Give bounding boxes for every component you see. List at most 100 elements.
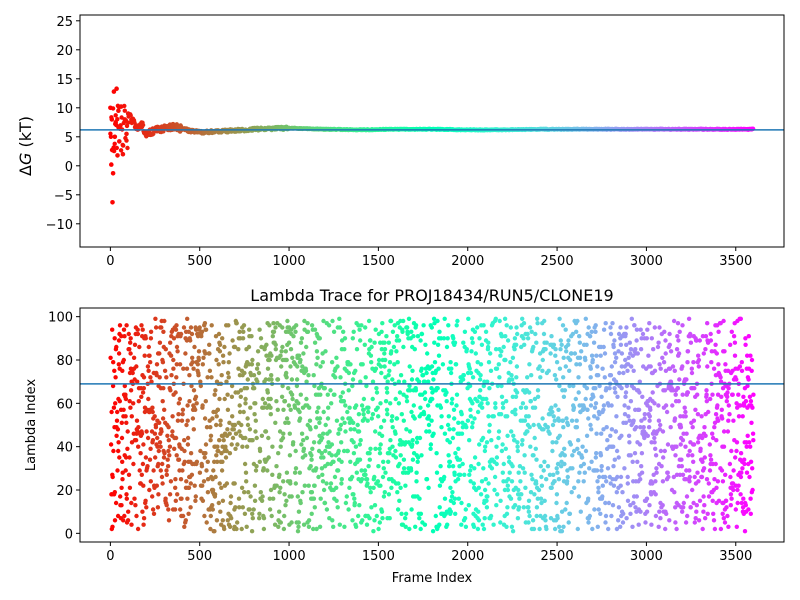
lambda-point	[221, 360, 226, 365]
lambda-point	[574, 418, 579, 423]
lambda-point	[597, 412, 602, 417]
lambda-point	[284, 470, 290, 475]
lambda-point	[366, 409, 371, 415]
lambda-point	[226, 375, 231, 380]
lambda-point	[314, 466, 319, 471]
lambda-point	[217, 349, 223, 354]
lambda-point	[124, 420, 129, 425]
lambda-point	[721, 516, 726, 521]
lambda-point	[225, 370, 231, 376]
lambda-point	[380, 516, 385, 521]
lambda-point	[269, 373, 274, 378]
lambda-point	[502, 316, 508, 321]
lambda-point	[248, 494, 253, 499]
lambda-point	[735, 487, 740, 493]
lambda-point	[254, 435, 259, 441]
lambda-point	[238, 388, 244, 393]
lambda-point	[116, 440, 121, 445]
lambda-point	[625, 474, 630, 480]
lambda-point	[314, 349, 320, 354]
delta-g-point	[113, 120, 118, 125]
lambda-point	[429, 418, 434, 423]
lambda-point	[581, 461, 587, 467]
lambda-point	[675, 334, 680, 339]
lambda-point	[200, 362, 205, 367]
lambda-point	[417, 435, 423, 441]
lambda-point	[422, 522, 428, 527]
lambda-point	[452, 496, 458, 501]
lambda-point	[465, 418, 471, 423]
lambda-point	[357, 503, 362, 508]
lambda-point	[624, 383, 630, 389]
lambda-point	[505, 433, 510, 438]
lambda-point	[451, 336, 456, 341]
lambda-point	[666, 474, 671, 480]
lambda-point	[646, 425, 652, 430]
lambda-point	[746, 334, 751, 339]
lambda-point	[624, 516, 629, 521]
lambda-point	[277, 509, 282, 514]
lambda-point	[596, 373, 601, 378]
lambda-point	[403, 524, 408, 529]
lambda-point	[259, 344, 264, 350]
lambda-point	[704, 477, 710, 482]
lambda-point	[437, 483, 443, 488]
delta-g-point	[170, 124, 176, 129]
lambda-point	[270, 444, 275, 449]
lambda-point	[471, 524, 477, 529]
delta-g-point	[197, 129, 202, 135]
lambda-point	[110, 524, 115, 529]
lambda-point	[345, 448, 350, 454]
lambda-point	[361, 407, 366, 412]
lambda-point	[166, 507, 171, 512]
lambda-point	[408, 388, 413, 393]
delta-g-point	[116, 108, 121, 113]
lambda-point	[686, 316, 692, 321]
lambda-point	[706, 481, 711, 486]
lambda-point	[415, 459, 420, 464]
lambda-point	[293, 329, 298, 334]
lambda-point	[746, 377, 751, 382]
lambda-point	[309, 490, 315, 495]
lambda-point	[214, 357, 219, 363]
lambda-point	[575, 318, 580, 324]
lambda-point	[722, 349, 727, 354]
lambda-point	[552, 373, 558, 378]
lambda-point	[668, 425, 673, 430]
lambda-point	[231, 427, 236, 432]
lambda-point	[512, 336, 518, 341]
delta-g-points	[108, 86, 756, 205]
lambda-point	[163, 347, 168, 352]
lambda-point	[589, 427, 594, 432]
lambda-point	[631, 418, 636, 423]
lambda-point	[434, 470, 440, 475]
lambda-point	[242, 370, 247, 376]
lambda-point	[384, 407, 390, 412]
lambda-point	[634, 425, 639, 430]
lambda-point	[552, 479, 557, 484]
lambda-point	[494, 366, 500, 371]
lambda-point	[317, 336, 322, 341]
lambda-point	[365, 418, 370, 423]
lambda-point	[284, 370, 289, 376]
lambda-point	[415, 455, 421, 460]
lambda-point	[386, 492, 392, 497]
lambda-point	[295, 364, 300, 369]
lambda-point	[468, 414, 473, 419]
lambda-point	[749, 420, 754, 425]
lambda-point	[612, 386, 617, 391]
lambda-point	[455, 477, 461, 482]
lambda-point	[264, 342, 269, 347]
lambda-point	[701, 494, 706, 499]
lambda-point	[715, 403, 720, 408]
lambda-point	[198, 379, 203, 384]
lambda-point	[341, 329, 346, 334]
lambda-point	[684, 377, 689, 382]
lambda-point	[670, 364, 676, 369]
lambda-point	[721, 429, 727, 434]
lambda-point	[326, 405, 331, 410]
lambda-point	[453, 451, 458, 456]
lambda-point	[691, 442, 697, 447]
lambda-point	[202, 455, 207, 460]
lambda-point	[125, 446, 130, 451]
